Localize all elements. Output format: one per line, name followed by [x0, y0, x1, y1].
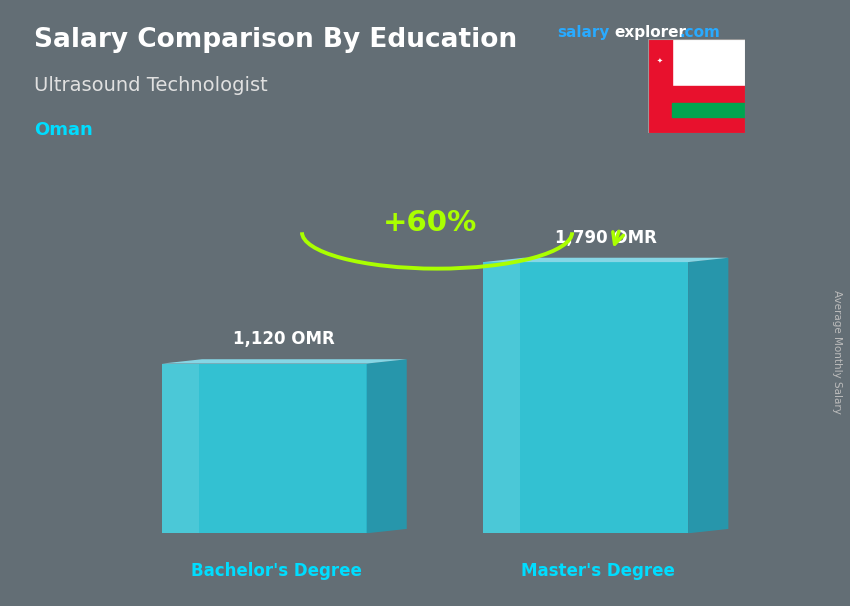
Text: 1,790 OMR: 1,790 OMR [555, 229, 657, 247]
Bar [672, 39, 745, 87]
Text: Average Monthly Salary: Average Monthly Salary [832, 290, 842, 413]
Bar [648, 39, 672, 133]
Polygon shape [484, 258, 728, 262]
Text: Bachelor's Degree: Bachelor's Degree [190, 562, 362, 581]
Polygon shape [688, 258, 728, 533]
Bar [672, 87, 745, 133]
Text: +60%: +60% [382, 209, 477, 237]
Text: 1,120 OMR: 1,120 OMR [234, 330, 335, 348]
Bar [672, 103, 745, 117]
Polygon shape [484, 262, 520, 533]
Text: .com: .com [679, 25, 720, 41]
Polygon shape [484, 262, 688, 533]
Polygon shape [162, 359, 406, 364]
Text: Salary Comparison By Education: Salary Comparison By Education [34, 27, 517, 53]
Text: salary: salary [557, 25, 609, 41]
Polygon shape [366, 359, 406, 533]
Text: ✦: ✦ [657, 58, 663, 64]
Polygon shape [162, 364, 199, 533]
Text: Master's Degree: Master's Degree [521, 562, 675, 581]
Text: Oman: Oman [34, 121, 93, 139]
Polygon shape [162, 364, 366, 533]
Text: explorer: explorer [615, 25, 687, 41]
Text: Ultrasound Technologist: Ultrasound Technologist [34, 76, 268, 95]
